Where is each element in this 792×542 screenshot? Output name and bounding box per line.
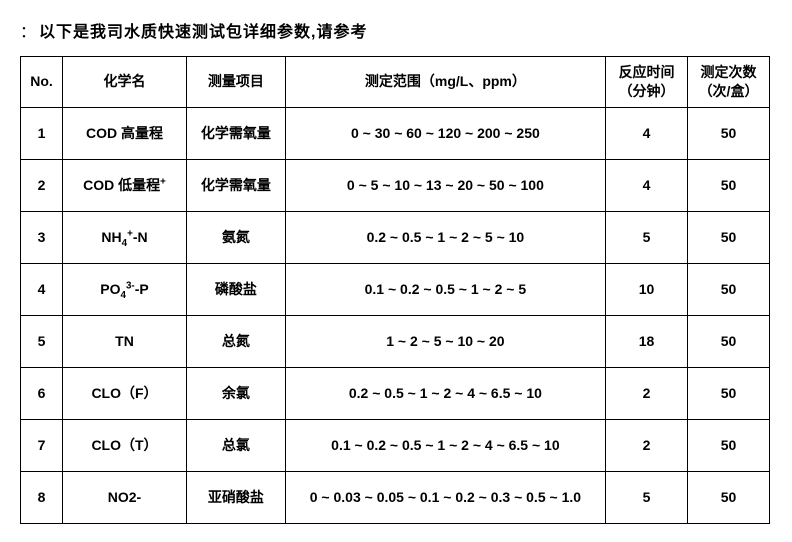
cell-item: 氨氮 (186, 211, 285, 263)
cell-name: CLO（T） (63, 419, 187, 471)
intro-text: ：以下是我司水质快速测试包详细参数,请参考 (20, 18, 772, 42)
cell-item: 化学需氧量 (186, 159, 285, 211)
cell-name: COD 低量程+ (63, 159, 187, 211)
table-row: 7CLO（T）总氯0.1 ~ 0.2 ~ 0.5 ~ 1 ~ 2 ~ 4 ~ 6… (21, 419, 770, 471)
table-header: No. 化学名 测量项目 测定范围（mg/L、ppm） 反应时间 （分钟） 测定… (21, 57, 770, 108)
th-item: 测量项目 (186, 57, 285, 108)
cell-range: 0.1 ~ 0.2 ~ 0.5 ~ 1 ~ 2 ~ 5 (285, 263, 605, 315)
cell-count: 50 (688, 263, 770, 315)
cell-no: 5 (21, 315, 63, 367)
cell-no: 2 (21, 159, 63, 211)
cell-time: 10 (606, 263, 688, 315)
cell-range: 0 ~ 0.03 ~ 0.05 ~ 0.1 ~ 0.2 ~ 0.3 ~ 0.5 … (285, 471, 605, 523)
th-time-line1: 反应时间 (619, 64, 675, 80)
cell-item: 亚硝酸盐 (186, 471, 285, 523)
cell-item: 总氮 (186, 315, 285, 367)
cell-no: 6 (21, 367, 63, 419)
table-row: 6CLO（F）余氯0.2 ~ 0.5 ~ 1 ~ 2 ~ 4 ~ 6.5 ~ 1… (21, 367, 770, 419)
cell-no: 8 (21, 471, 63, 523)
cell-time: 5 (606, 471, 688, 523)
cell-count: 50 (688, 107, 770, 159)
cell-range: 0 ~ 5 ~ 10 ~ 13 ~ 20 ~ 50 ~ 100 (285, 159, 605, 211)
cell-no: 3 (21, 211, 63, 263)
cell-item: 总氯 (186, 419, 285, 471)
table-row: 2COD 低量程+化学需氧量0 ~ 5 ~ 10 ~ 13 ~ 20 ~ 50 … (21, 159, 770, 211)
th-range: 测定范围（mg/L、ppm） (285, 57, 605, 108)
cell-time: 4 (606, 107, 688, 159)
cell-range: 1 ~ 2 ~ 5 ~ 10 ~ 20 (285, 315, 605, 367)
cell-name: NH4+-N (63, 211, 187, 263)
table-row: 4PO43--P磷酸盐0.1 ~ 0.2 ~ 0.5 ~ 1 ~ 2 ~ 510… (21, 263, 770, 315)
cell-item: 化学需氧量 (186, 107, 285, 159)
cell-name: TN (63, 315, 187, 367)
cell-time: 5 (606, 211, 688, 263)
cell-item: 磷酸盐 (186, 263, 285, 315)
th-count-line1: 测定次数 (701, 64, 757, 80)
cell-count: 50 (688, 419, 770, 471)
cell-time: 4 (606, 159, 688, 211)
table-row: 1COD 高量程化学需氧量0 ~ 30 ~ 60 ~ 120 ~ 200 ~ 2… (21, 107, 770, 159)
cell-count: 50 (688, 315, 770, 367)
intro-colon: ： (20, 24, 37, 41)
cell-count: 50 (688, 159, 770, 211)
th-no: No. (21, 57, 63, 108)
table-row: 8NO2-亚硝酸盐0 ~ 0.03 ~ 0.05 ~ 0.1 ~ 0.2 ~ 0… (21, 471, 770, 523)
cell-time: 18 (606, 315, 688, 367)
cell-count: 50 (688, 471, 770, 523)
intro-body: 以下是我司水质快速测试包详细参数,请参考 (39, 24, 367, 41)
cell-time: 2 (606, 419, 688, 471)
cell-time: 2 (606, 367, 688, 419)
th-count: 测定次数 （次/盒） (688, 57, 770, 108)
cell-no: 1 (21, 107, 63, 159)
th-time-line2: （分钟） (619, 83, 675, 99)
cell-item: 余氯 (186, 367, 285, 419)
table-row: 5TN总氮1 ~ 2 ~ 5 ~ 10 ~ 201850 (21, 315, 770, 367)
cell-name: CLO（F） (63, 367, 187, 419)
cell-range: 0.1 ~ 0.2 ~ 0.5 ~ 1 ~ 2 ~ 4 ~ 6.5 ~ 10 (285, 419, 605, 471)
params-table: No. 化学名 测量项目 测定范围（mg/L、ppm） 反应时间 （分钟） 测定… (20, 56, 770, 524)
cell-name: NO2- (63, 471, 187, 523)
th-name: 化学名 (63, 57, 187, 108)
cell-range: 0.2 ~ 0.5 ~ 1 ~ 2 ~ 5 ~ 10 (285, 211, 605, 263)
cell-no: 7 (21, 419, 63, 471)
th-count-line2: （次/盒） (699, 83, 759, 99)
table-row: 3NH4+-N氨氮0.2 ~ 0.5 ~ 1 ~ 2 ~ 5 ~ 10550 (21, 211, 770, 263)
table-body: 1COD 高量程化学需氧量0 ~ 30 ~ 60 ~ 120 ~ 200 ~ 2… (21, 107, 770, 523)
cell-range: 0.2 ~ 0.5 ~ 1 ~ 2 ~ 4 ~ 6.5 ~ 10 (285, 367, 605, 419)
cell-count: 50 (688, 367, 770, 419)
cell-no: 4 (21, 263, 63, 315)
cell-name: PO43--P (63, 263, 187, 315)
th-time: 反应时间 （分钟） (606, 57, 688, 108)
cell-count: 50 (688, 211, 770, 263)
cell-name: COD 高量程 (63, 107, 187, 159)
cell-range: 0 ~ 30 ~ 60 ~ 120 ~ 200 ~ 250 (285, 107, 605, 159)
